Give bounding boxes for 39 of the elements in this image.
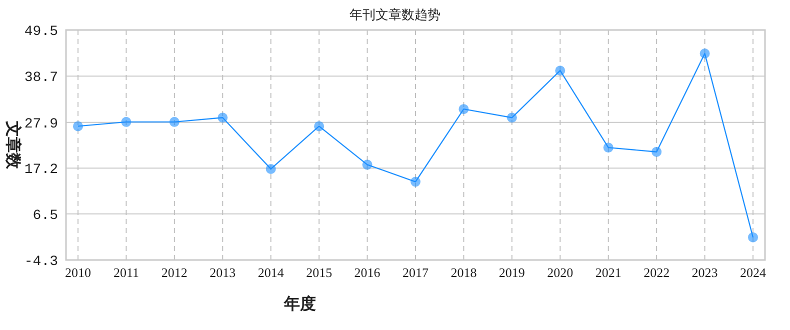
y-tick-label: -4.3 — [24, 254, 58, 270]
x-tick-label: 2016 — [354, 265, 381, 280]
y-axis-title: 文章数 — [4, 120, 22, 170]
point — [218, 112, 228, 123]
x-tick-label: 2014 — [258, 265, 284, 280]
y-tick-label: 17.2 — [24, 162, 58, 178]
point — [169, 116, 180, 127]
y-tick-label: 6.5 — [32, 208, 58, 224]
point — [506, 112, 517, 123]
x-axis-title: 年度 — [283, 294, 316, 313]
point — [73, 121, 83, 132]
x-tick-label: 2024 — [740, 265, 766, 280]
x-tick-label: 2020 — [547, 265, 574, 280]
x-tick-label: 2011 — [113, 265, 139, 280]
y-tick-label: 27.9 — [24, 116, 58, 132]
point — [121, 116, 132, 127]
x-tick-label: 2010 — [65, 265, 91, 280]
point — [314, 121, 324, 132]
x-tick-label: 2015 — [306, 265, 332, 280]
point — [458, 104, 469, 114]
y-tick-label: 38.7 — [24, 70, 58, 86]
x-tick-label: 2019 — [498, 265, 525, 280]
x-tick-label: 2023 — [692, 265, 718, 280]
x-tick-label: 2018 — [450, 265, 477, 280]
x-tick-label: 2022 — [644, 265, 670, 280]
point — [700, 48, 710, 59]
x-tick-label: 2017 — [402, 265, 429, 280]
point — [748, 232, 758, 242]
chart-title: 年刊文章数趋势 — [350, 7, 440, 22]
point — [652, 146, 662, 157]
y-tick-label: 49.5 — [24, 24, 58, 40]
point — [410, 176, 420, 187]
point — [555, 66, 566, 76]
x-tick-label: 2021 — [595, 265, 622, 280]
point — [603, 142, 614, 153]
point — [362, 160, 372, 170]
x-tick-label: 2012 — [161, 265, 188, 280]
x-tick-label: 2013 — [210, 265, 236, 280]
point — [266, 164, 276, 174]
